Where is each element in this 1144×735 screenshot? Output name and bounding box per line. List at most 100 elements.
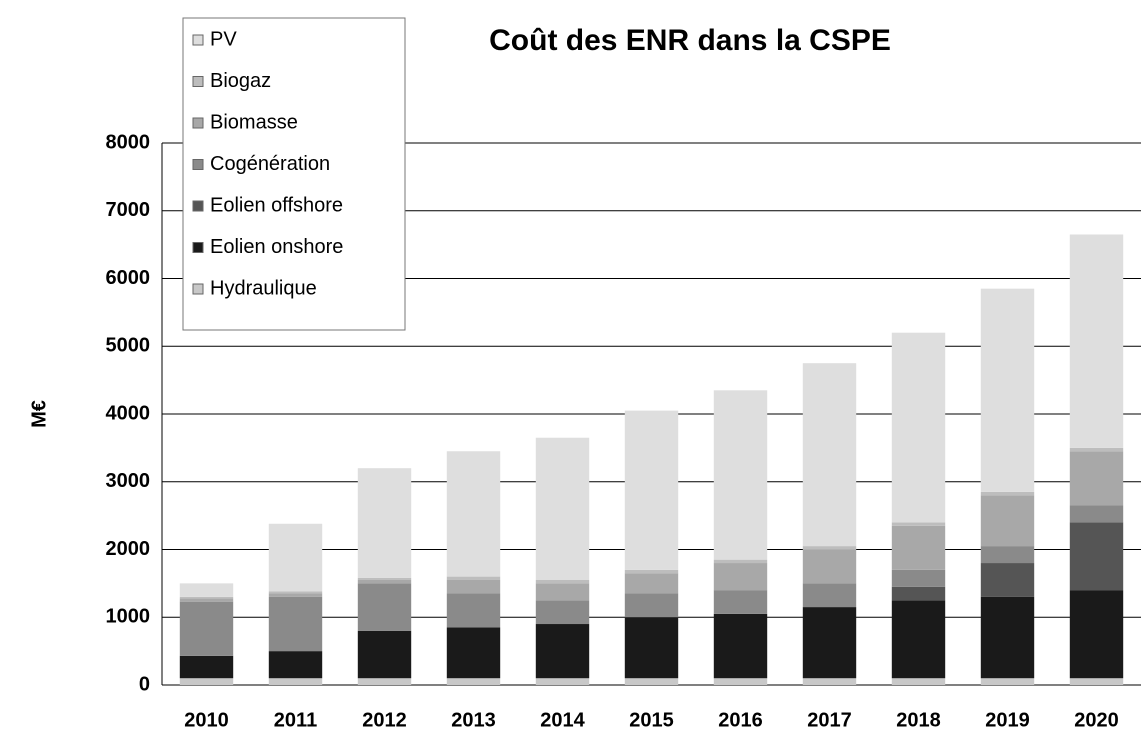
chart-title: Coût des ENR dans la CSPE [489, 24, 891, 57]
legend-label: Hydraulique [210, 277, 317, 299]
bar-segment [535, 624, 590, 679]
legend-swatch [192, 242, 204, 253]
bar-segment [446, 576, 501, 580]
x-tick-label: 2018 [896, 709, 941, 731]
y-tick-label: 5000 [106, 335, 151, 357]
bar-segment [446, 451, 501, 577]
x-tick-label: 2020 [1074, 709, 1119, 731]
bar-segment [802, 607, 857, 679]
bar-segment [624, 678, 679, 685]
bar-segment [624, 573, 679, 594]
bar-segment [179, 601, 234, 656]
legend-swatch [192, 117, 204, 129]
bar-segment [713, 678, 768, 685]
bar-segment [624, 410, 679, 570]
x-tick-label: 2010 [184, 709, 229, 731]
bar-segment [179, 598, 234, 602]
bar-segment [1069, 678, 1124, 685]
bar-segment [713, 390, 768, 560]
y-tick-label: 4000 [106, 402, 151, 424]
legend-label: Eolien offshore [210, 194, 343, 216]
y-tick-label: 3000 [106, 470, 151, 492]
legend-label: PV [210, 28, 237, 50]
x-tick-label: 2011 [274, 709, 317, 731]
bar-segment [446, 627, 501, 679]
x-tick-label: 2016 [718, 709, 763, 731]
bar-segment [891, 600, 946, 679]
bar-segment [357, 579, 412, 584]
bar-segment [1069, 451, 1124, 506]
bar-segment [446, 678, 501, 685]
bar-segment [268, 651, 323, 679]
bar-segment [802, 583, 857, 608]
bar-segment [179, 678, 234, 685]
x-tick-label: 2015 [629, 709, 674, 731]
bar-segment [891, 522, 946, 526]
bar-segment [980, 546, 1035, 564]
bar-segment [357, 678, 412, 685]
legend-swatch [192, 283, 204, 295]
bar-segment [624, 617, 679, 679]
legend-label: Cogénération [210, 153, 330, 175]
y-tick-label: 8000 [106, 131, 151, 153]
y-tick-label: 0 [139, 673, 150, 695]
bar-segment [268, 591, 323, 594]
bar-segment [357, 583, 412, 631]
legend-swatch [192, 34, 204, 46]
legend-swatch [192, 76, 204, 87]
bar-segment [1069, 234, 1124, 448]
x-tick-label: 2017 [807, 709, 852, 731]
bar-segment [713, 563, 768, 591]
x-tick-label: 2013 [451, 709, 496, 731]
bar-segment [179, 596, 234, 599]
bar-segment [980, 678, 1035, 685]
bar-segment [357, 630, 412, 679]
bar-segment [891, 569, 946, 587]
bar-segment [980, 596, 1035, 679]
bar-segment [535, 437, 590, 580]
bar-segment [1069, 447, 1124, 452]
bar-segment [802, 678, 857, 685]
legend-swatch [192, 200, 204, 212]
y-tick-label: 6000 [106, 267, 151, 289]
bar-segment [179, 655, 234, 679]
bar-segment [980, 563, 1035, 597]
bar-segment [624, 569, 679, 574]
bar-segment [980, 491, 1035, 496]
bar-segment [713, 590, 768, 614]
y-tick-label: 2000 [106, 538, 151, 560]
bar-segment [535, 600, 590, 625]
legend-swatch [192, 159, 204, 170]
bar-segment [268, 596, 323, 652]
x-tick-label: 2014 [540, 709, 585, 731]
bar-segment [268, 523, 323, 592]
y-tick-label: 1000 [106, 606, 151, 628]
y-axis-label: M€ [28, 400, 50, 428]
bar-segment [1069, 522, 1124, 591]
bar-segment [357, 468, 412, 578]
bar-segment [535, 579, 590, 584]
bar-segment [891, 678, 946, 685]
bar-segment [713, 613, 768, 679]
bar-segment [268, 678, 323, 685]
bar-segment [980, 288, 1035, 492]
legend-label: Biomasse [210, 111, 298, 133]
x-tick-label: 2012 [362, 709, 407, 731]
bar-segment [713, 559, 768, 564]
y-tick-label: 7000 [106, 199, 151, 221]
bar-segment [446, 579, 501, 594]
bar-segment [1069, 505, 1124, 523]
bar-segment [446, 593, 501, 628]
bar-segment [535, 678, 590, 685]
bar-segment [980, 495, 1035, 547]
bar-segment [891, 332, 946, 523]
legend-label: Eolien onshore [210, 236, 343, 258]
legend-box [182, 17, 406, 331]
bar-segment [802, 363, 857, 547]
bar-segment [891, 525, 946, 570]
bar-segment [891, 586, 946, 601]
bar-segment [535, 583, 590, 601]
bar-segment [624, 593, 679, 618]
bar-segment [802, 549, 857, 584]
